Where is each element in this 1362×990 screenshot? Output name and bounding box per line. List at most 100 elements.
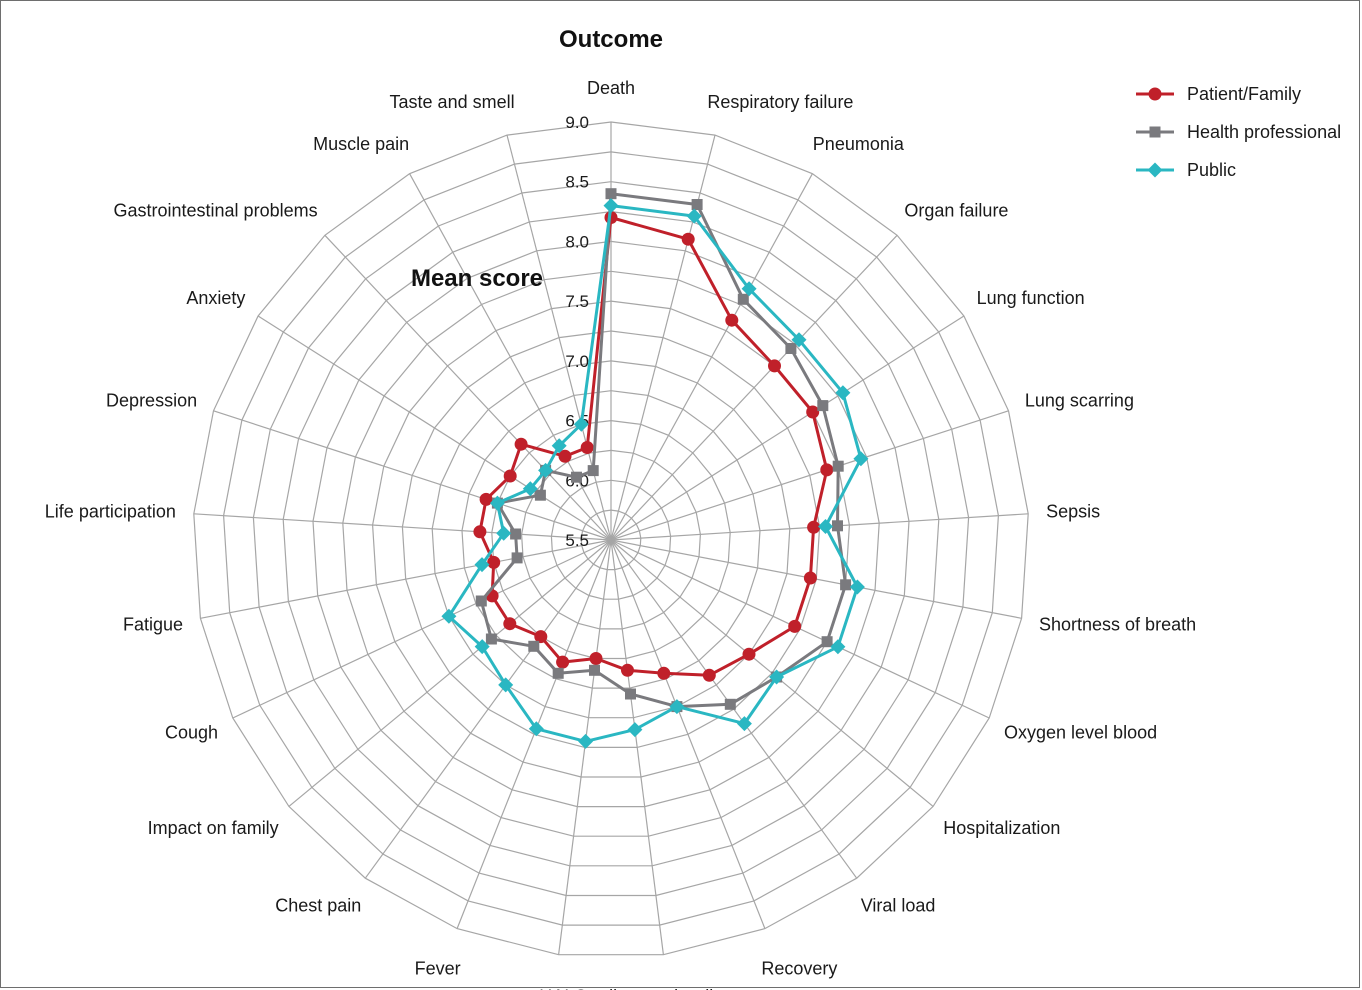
category-label: Lung function bbox=[977, 288, 1085, 308]
grid-ring bbox=[371, 300, 851, 778]
data-point bbox=[832, 460, 844, 472]
data-series bbox=[441, 188, 869, 749]
data-point bbox=[821, 636, 833, 648]
data-point bbox=[487, 555, 501, 569]
data-point bbox=[578, 733, 594, 749]
data-point bbox=[580, 441, 594, 454]
category-label: Cough bbox=[165, 723, 218, 743]
legend-marker bbox=[1149, 126, 1161, 138]
category-label: Shortness of breath bbox=[1039, 615, 1196, 635]
data-point bbox=[534, 489, 546, 501]
grid-ring bbox=[222, 151, 1000, 926]
grid-spoke bbox=[610, 539, 664, 955]
grid-ring bbox=[252, 181, 970, 897]
data-point bbox=[473, 525, 487, 539]
radar-grid bbox=[193, 121, 1029, 956]
grid-spoke bbox=[364, 539, 612, 879]
data-point bbox=[605, 188, 617, 200]
series-line bbox=[447, 204, 863, 743]
data-point bbox=[736, 716, 752, 732]
legend-item: Health professional bbox=[1136, 122, 1341, 142]
grid-spoke bbox=[610, 315, 965, 541]
data-point bbox=[589, 652, 603, 665]
legend-item: Public bbox=[1136, 160, 1236, 180]
data-point bbox=[669, 699, 685, 715]
data-point bbox=[768, 359, 781, 373]
grid-ring bbox=[193, 121, 1029, 956]
grid-spoke bbox=[456, 539, 612, 929]
grid-spoke bbox=[193, 513, 612, 541]
category-label: Hospitalization bbox=[943, 818, 1060, 838]
data-point bbox=[681, 232, 695, 246]
data-point bbox=[686, 208, 702, 224]
grid-ring bbox=[342, 270, 880, 808]
grid-spoke bbox=[506, 134, 612, 541]
data-point bbox=[788, 619, 802, 633]
grid-ring bbox=[282, 210, 940, 867]
data-point bbox=[742, 647, 756, 661]
category-label: Respiratory failure bbox=[707, 92, 853, 112]
category-label: Anxiety bbox=[186, 288, 245, 308]
category-label: Fever bbox=[415, 958, 461, 978]
data-point bbox=[496, 525, 512, 541]
data-point bbox=[737, 293, 749, 305]
category-label: Recovery bbox=[761, 958, 837, 978]
data-point bbox=[832, 520, 843, 532]
category-label: Oxygen level blood bbox=[1004, 723, 1157, 743]
legend: Patient/Family Health professional Public bbox=[1136, 84, 1341, 180]
data-point bbox=[489, 495, 505, 511]
data-point bbox=[571, 471, 582, 483]
grid-spoke bbox=[213, 410, 612, 541]
data-point bbox=[475, 595, 487, 607]
data-point bbox=[725, 313, 739, 327]
data-point bbox=[724, 698, 736, 710]
category-label: Muscle pain bbox=[313, 134, 409, 154]
data-point bbox=[474, 639, 490, 655]
data-point bbox=[503, 469, 517, 483]
data-point bbox=[702, 668, 716, 682]
grid-spoke bbox=[610, 410, 1009, 541]
data-point bbox=[820, 463, 834, 477]
data-point bbox=[441, 608, 457, 624]
grid-ring bbox=[431, 360, 791, 719]
category-label: Cardiovascular disease bbox=[574, 986, 761, 990]
category-label: Gastrointestinal problems bbox=[114, 201, 318, 221]
data-point bbox=[691, 199, 703, 210]
data-point bbox=[803, 571, 817, 585]
category-label: Impact on family bbox=[148, 818, 279, 838]
category-label: Fatigue bbox=[123, 615, 183, 635]
category-label: Sepsis bbox=[1046, 502, 1100, 522]
data-point bbox=[558, 449, 572, 463]
grid-ring bbox=[312, 240, 910, 837]
tick-label: 8.5 bbox=[565, 173, 589, 192]
data-point bbox=[510, 528, 522, 540]
data-point bbox=[573, 416, 589, 432]
category-label: HAI bbox=[539, 986, 569, 990]
grid-spoke bbox=[257, 315, 612, 541]
data-point bbox=[479, 492, 493, 506]
data-point bbox=[791, 332, 807, 348]
legend-item: Patient/Family bbox=[1136, 84, 1301, 104]
category-label: Taste and smell bbox=[390, 92, 515, 112]
series-public bbox=[441, 198, 869, 749]
data-point bbox=[528, 640, 540, 652]
data-point bbox=[657, 666, 671, 680]
data-point bbox=[817, 400, 829, 412]
tick-label: 7.5 bbox=[565, 292, 589, 311]
series-patient-family bbox=[473, 211, 834, 682]
data-point bbox=[830, 639, 846, 655]
chart-title: Outcome bbox=[559, 26, 663, 53]
legend-label: Patient/Family bbox=[1187, 84, 1301, 104]
category-label: Life participation bbox=[45, 502, 176, 522]
category-label: Organ failure bbox=[904, 201, 1008, 221]
data-point bbox=[474, 557, 490, 573]
grid-ring bbox=[550, 479, 672, 600]
grid-spoke bbox=[200, 539, 612, 619]
data-point bbox=[534, 630, 548, 644]
category-label: Depression bbox=[106, 390, 197, 410]
tick-label: 8.0 bbox=[565, 232, 589, 251]
category-label: Viral load bbox=[861, 896, 936, 916]
grid-spoke bbox=[288, 539, 612, 807]
data-point bbox=[556, 655, 570, 669]
